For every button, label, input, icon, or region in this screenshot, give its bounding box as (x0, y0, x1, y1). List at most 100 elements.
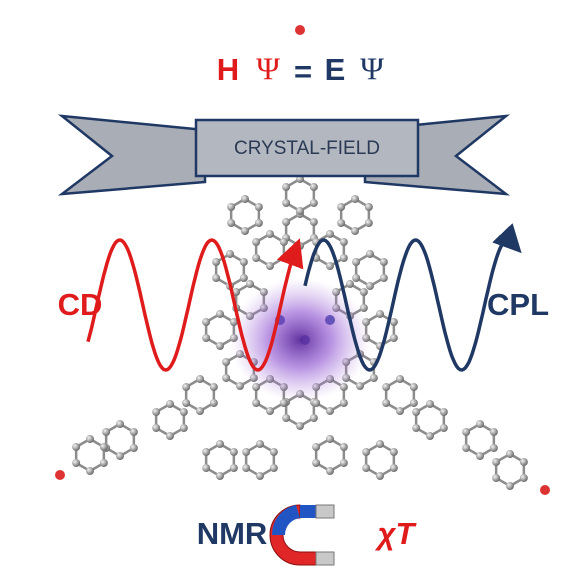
atom (326, 262, 334, 270)
atom (152, 408, 161, 416)
eq-e: E (325, 52, 346, 87)
bond-ring (414, 402, 446, 438)
atom (282, 414, 291, 422)
atom (389, 464, 398, 472)
atom (229, 448, 238, 456)
atom (309, 199, 318, 207)
bond-ring (254, 232, 286, 268)
atom (296, 207, 304, 215)
atom (339, 443, 348, 451)
atom (296, 242, 304, 250)
atom (269, 448, 278, 456)
eq-psi: Ψ (256, 50, 280, 86)
atom (196, 375, 204, 383)
atom (216, 440, 224, 448)
atom (55, 470, 65, 480)
atom (426, 432, 434, 440)
atom (152, 424, 161, 432)
bond-ring (364, 442, 396, 478)
atom (242, 448, 251, 456)
atom (212, 274, 221, 282)
atom (376, 310, 384, 318)
atom (351, 195, 359, 203)
molecule (55, 25, 550, 495)
eq-h: H (217, 52, 239, 87)
bond-ring (284, 212, 316, 248)
atom (379, 274, 388, 282)
atom (86, 467, 94, 475)
atom (266, 262, 274, 270)
atom (379, 258, 388, 266)
atom (116, 420, 124, 428)
atom (376, 472, 384, 480)
atom (252, 238, 261, 246)
atom (295, 25, 305, 35)
bond-ring (204, 442, 236, 478)
atom (179, 408, 188, 416)
atom (389, 334, 398, 342)
atom (236, 382, 244, 390)
atom (216, 472, 224, 480)
atom (86, 435, 94, 443)
atom (222, 358, 231, 366)
atom (282, 199, 291, 207)
atom (326, 435, 334, 443)
cd-label: CD (58, 287, 103, 322)
bond-ring (104, 422, 136, 458)
atom (309, 183, 318, 191)
equation: H Ψ = E Ψ (217, 50, 384, 89)
atom (182, 383, 191, 391)
magnet (269, 504, 335, 566)
atom (326, 407, 334, 415)
atom (339, 254, 348, 262)
atom (209, 399, 218, 407)
atom (179, 424, 188, 432)
cpl-wave (303, 223, 522, 372)
bond-ring (339, 197, 371, 233)
atom (492, 474, 501, 482)
atom (476, 452, 484, 460)
atom (241, 195, 249, 203)
atom (216, 310, 224, 318)
atom (279, 238, 288, 246)
atom (222, 374, 231, 382)
atom (439, 424, 448, 432)
magnet-blue (300, 505, 316, 518)
atom (254, 219, 263, 227)
bond-ring (154, 402, 186, 438)
magnet-blue-arc (271, 505, 300, 535)
atom (369, 374, 378, 382)
bond-ring (204, 312, 236, 348)
atom (382, 399, 391, 407)
atom (409, 399, 418, 407)
atom (412, 408, 421, 416)
atom (202, 448, 211, 456)
atom (356, 382, 364, 390)
atom (202, 334, 211, 342)
atom (256, 472, 264, 480)
atom (337, 219, 346, 227)
atom (232, 288, 241, 296)
atom (254, 203, 263, 211)
atom (489, 444, 498, 452)
atom (339, 399, 348, 407)
atom (279, 254, 288, 262)
atom (309, 218, 318, 226)
atom (476, 420, 484, 428)
atom (409, 383, 418, 391)
atom (326, 230, 334, 238)
atom (116, 452, 124, 460)
atom (337, 203, 346, 211)
bond-ring (244, 442, 276, 478)
atom (389, 318, 398, 326)
magnet-tip (315, 551, 335, 566)
atom (282, 218, 291, 226)
atom (519, 458, 528, 466)
chi-t-label: χT (375, 516, 418, 551)
atom (99, 443, 108, 451)
atom (506, 450, 514, 458)
atom (239, 274, 248, 282)
atom (492, 458, 501, 466)
atom (239, 258, 248, 266)
nmr-label: NMR (197, 516, 268, 551)
